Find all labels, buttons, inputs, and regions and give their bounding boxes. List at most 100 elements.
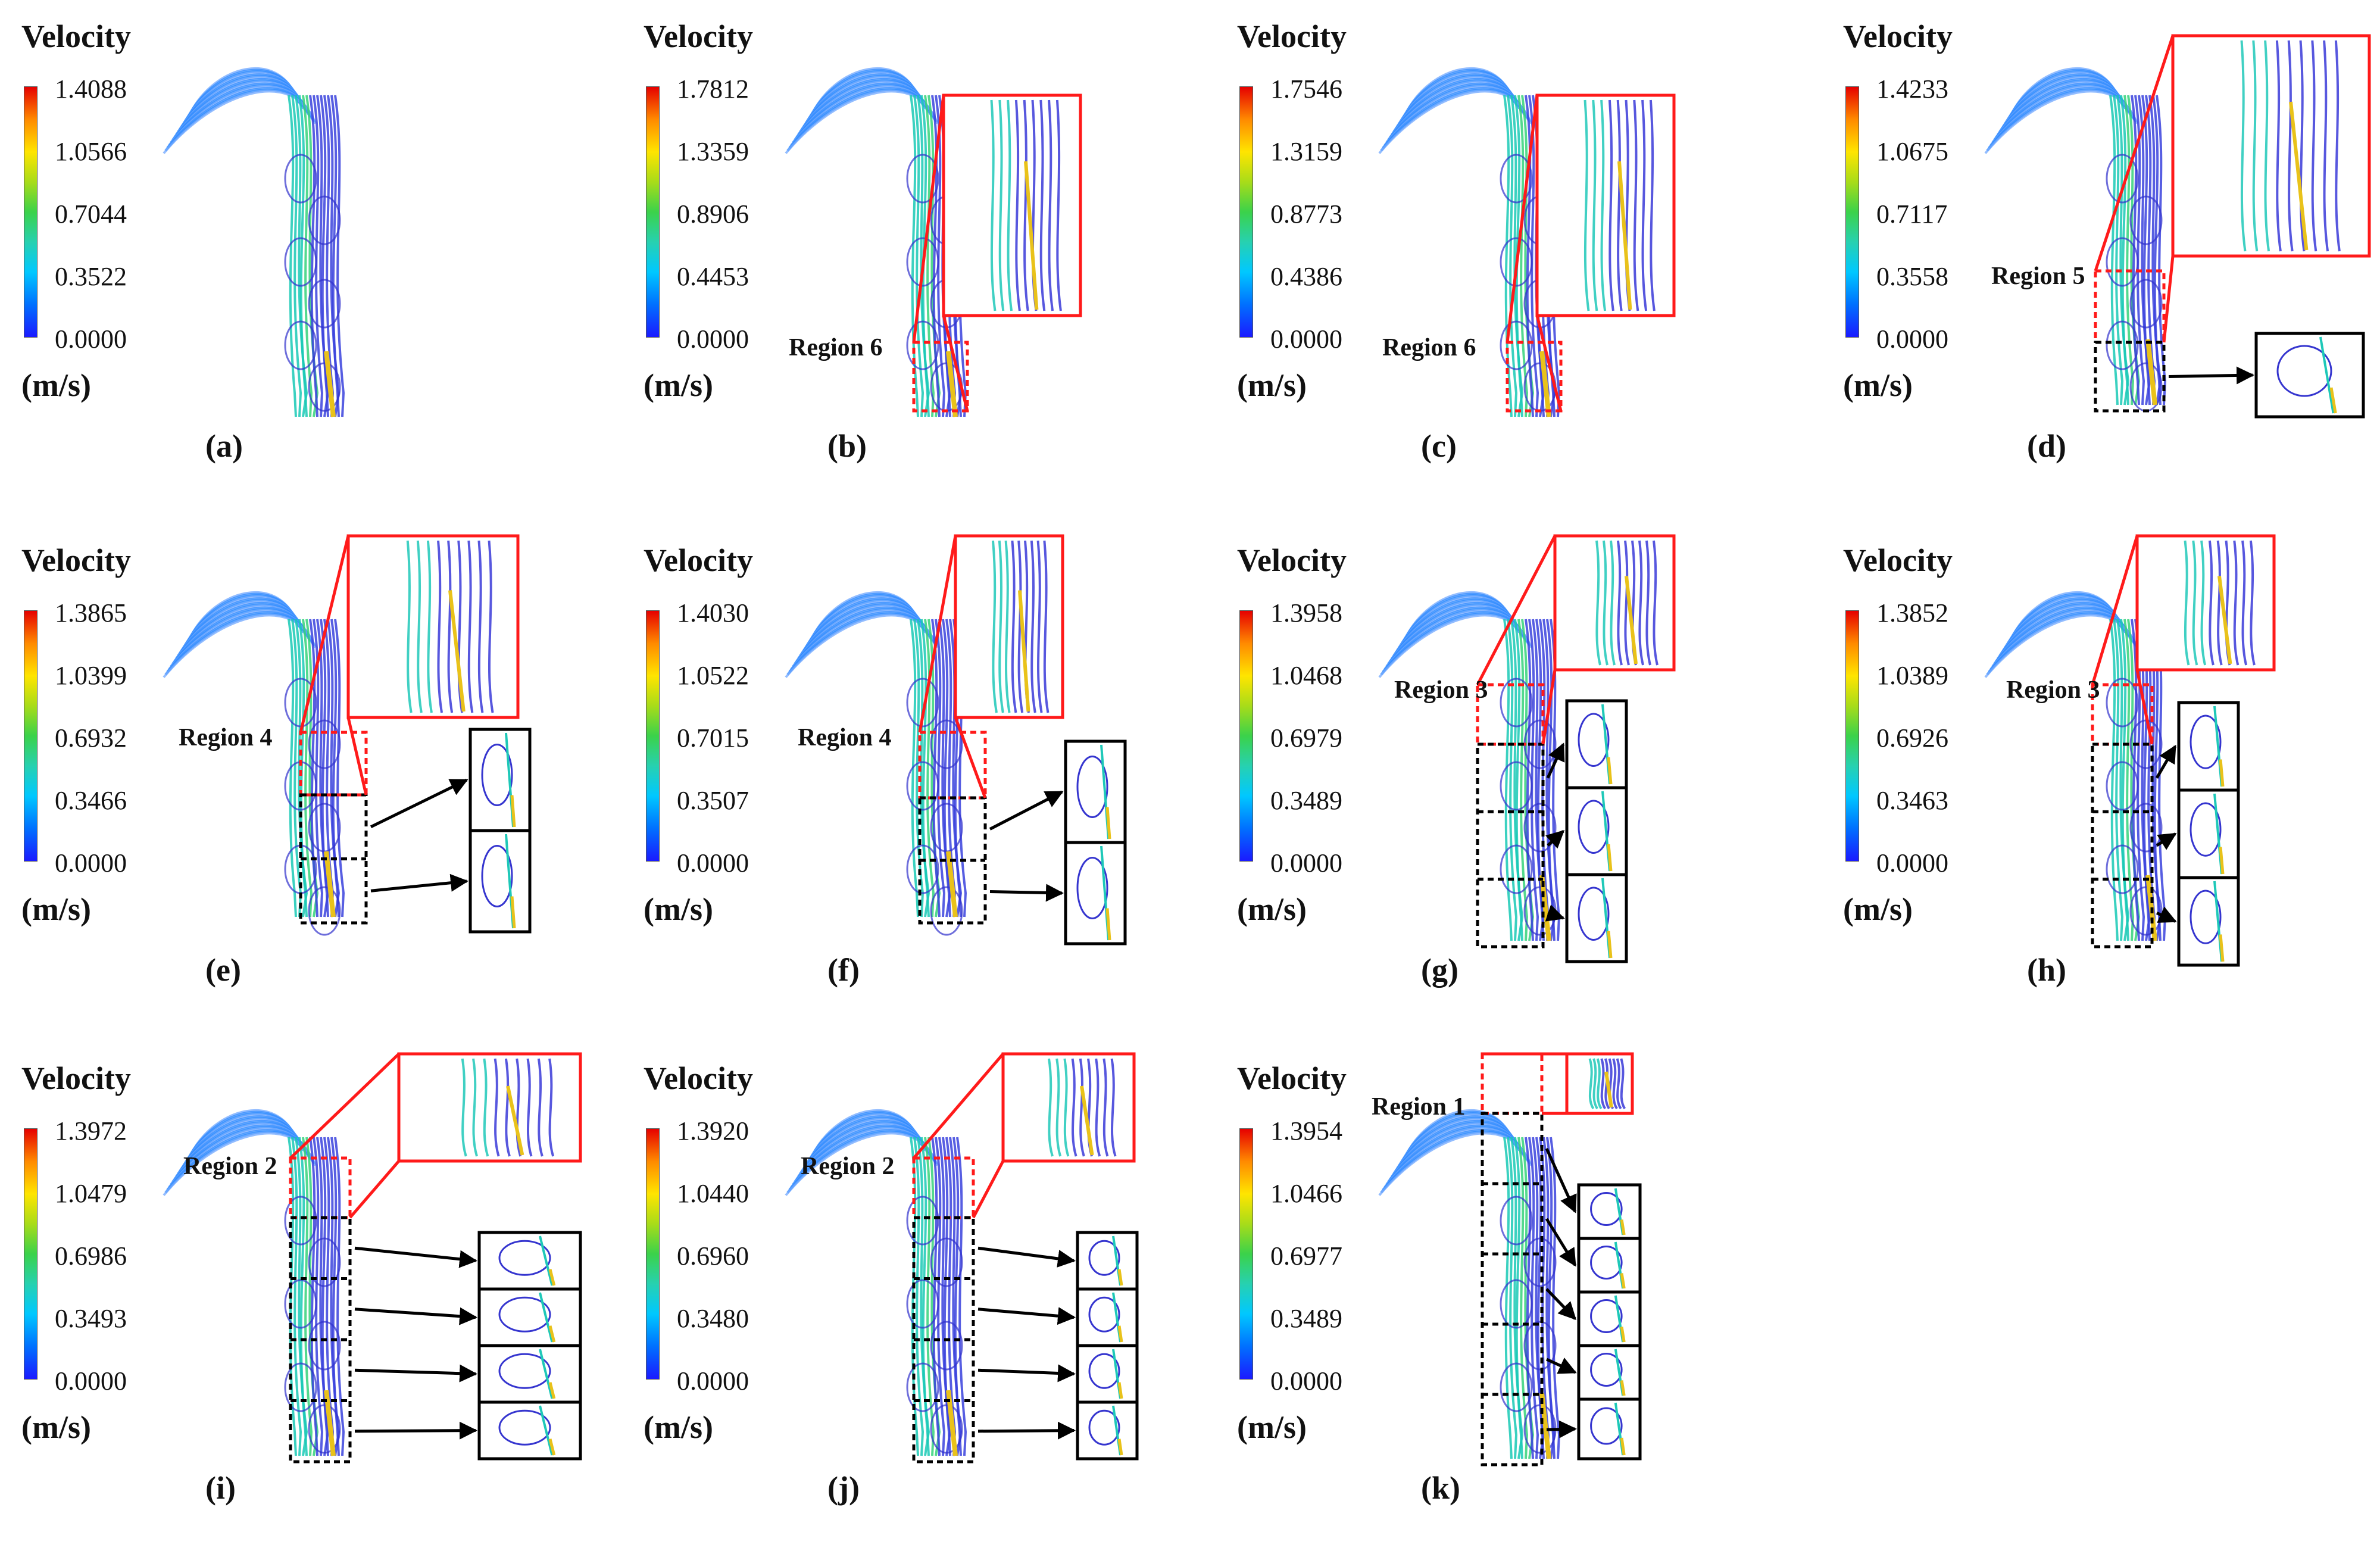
- colorbar-title: Velocity: [1237, 1060, 1347, 1096]
- arrow: [977, 1364, 1076, 1383]
- detail-streamlines: [2190, 881, 2225, 962]
- colorbar-tick-label: 0.0000: [55, 324, 127, 354]
- detail-streamlines: [1088, 1349, 1123, 1399]
- colorbar-tick-label: 0.3493: [55, 1304, 127, 1333]
- panel-label: (h): [2027, 952, 2066, 988]
- colorbar-tick-label: 0.3558: [1876, 262, 1948, 291]
- panel-j: Velocity 1.3920 1.0440 0.6960 0.3480 0.0000 (m…: [622, 1042, 1217, 1554]
- panel-b: Velocity 1.7812 1.3359 0.8906 0.4453 0.0000 (m…: [622, 0, 1217, 512]
- streamline-plot: [785, 1052, 1139, 1463]
- colorbar-tick-label: 0.6977: [1270, 1241, 1342, 1271]
- detail-streamlines: [1088, 1235, 1123, 1286]
- zoom-streamlines: [406, 540, 494, 713]
- colorbar-tick-label: 0.4386: [1270, 262, 1342, 291]
- arrow: [1546, 742, 1565, 779]
- unit-label: (m/s): [21, 1409, 91, 1445]
- colorbar-tick-label: 1.4030: [677, 598, 749, 628]
- colorbar-tick-label: 0.6960: [677, 1241, 749, 1271]
- arrow: [1545, 829, 1565, 849]
- detail-streamlines: [2276, 336, 2337, 414]
- region-label: Region 1: [1372, 1093, 1466, 1121]
- arrow: [989, 790, 1064, 831]
- colorbar-tick-label: 0.6932: [55, 723, 127, 753]
- detail-box: [1064, 739, 1127, 844]
- streamline-plot: [1378, 1052, 1642, 1466]
- arrow: [2156, 832, 2177, 850]
- vessel-streamlines: [785, 1109, 967, 1456]
- colorbar-tick-label: 0.3480: [677, 1304, 749, 1333]
- colorbar-tick-label: 0.0000: [1270, 1366, 1342, 1396]
- vessel-streamlines: [1378, 67, 1561, 417]
- detail-streamlines: [498, 1405, 556, 1456]
- colorbar-tick-label: 1.4088: [55, 74, 127, 104]
- colorbar-tick-label: 1.0468: [1270, 661, 1342, 690]
- arrow: [370, 778, 468, 828]
- colorbar-tick-label: 0.4453: [677, 262, 749, 291]
- panel-label: (i): [205, 1470, 236, 1506]
- detail-box: [2177, 701, 2240, 792]
- colorbar-tick-label: 0.3507: [677, 786, 749, 815]
- detail-streamlines: [498, 1349, 556, 1399]
- colorbar-tick-label: 1.0675: [1876, 137, 1948, 166]
- colorbar-tick-label: 0.3463: [1876, 786, 1948, 815]
- colorbar-tick-label: 1.0479: [55, 1179, 127, 1208]
- colorbar-tick-label: 0.0000: [677, 848, 749, 878]
- colorbar-tick-label: 1.3972: [55, 1116, 127, 1146]
- colorbar-tick-label: 1.3954: [1270, 1116, 1342, 1146]
- region-box: [2091, 683, 2154, 746]
- detail-streamlines: [1088, 1292, 1123, 1343]
- detail-box-dotted: [1481, 1112, 1544, 1466]
- detail-streamlines: [1590, 1188, 1626, 1235]
- colorbar-title: Velocity: [1237, 542, 1347, 578]
- streamline-plot: [163, 1052, 582, 1463]
- colorbar-tick-label: 1.7812: [677, 74, 749, 104]
- colorbar-title: Velocity: [644, 18, 753, 54]
- unit-label: (m/s): [644, 367, 713, 403]
- region-label: Region 4: [179, 724, 273, 751]
- colorbar: [24, 610, 38, 862]
- region-label: Region 2: [183, 1153, 277, 1180]
- region-box: [912, 1156, 975, 1219]
- arrow: [2155, 744, 2177, 779]
- zoom-box: [2171, 34, 2371, 258]
- zoom-streamlines: [1588, 1058, 1626, 1110]
- colorbar-tick-label: 1.3359: [677, 137, 749, 166]
- detail-streamlines: [1578, 704, 1613, 785]
- detail-box-dotted: [2094, 341, 2166, 413]
- colorbar-tick-label: 0.8906: [677, 199, 749, 229]
- panel-label: (b): [827, 428, 867, 464]
- detail-box-dotted: [1476, 742, 1545, 948]
- colorbar-tick-label: 0.8773: [1270, 199, 1342, 229]
- panel-f: Velocity 1.4030 1.0522 0.7015 0.3507 0.0000 (m…: [622, 524, 1217, 1036]
- colorbar-tick-label: 1.3852: [1876, 598, 1948, 628]
- arrow: [354, 1364, 477, 1383]
- arrow: [1545, 1288, 1577, 1321]
- panel-c: Velocity 1.7546 1.3159 0.8773 0.4386 0.0000 (m…: [1216, 0, 1811, 512]
- region-box: [299, 731, 368, 797]
- zoom-box: [2135, 534, 2276, 672]
- region-label: Region 6: [789, 334, 883, 361]
- detail-streamlines: [498, 1235, 556, 1286]
- panel-label: (a): [205, 428, 243, 464]
- colorbar-title: Velocity: [1843, 542, 1953, 578]
- streamline-plot: [785, 534, 1127, 945]
- colorbar-tick-label: 0.0000: [1270, 848, 1342, 878]
- region-box: [1481, 1052, 1544, 1115]
- colorbar-tick-label: 1.0440: [677, 1179, 749, 1208]
- colorbar-title: Velocity: [21, 542, 131, 578]
- zoom-streamlines: [2240, 40, 2341, 252]
- colorbar-tick-label: 1.0466: [1270, 1179, 1342, 1208]
- vessel-streamlines: [785, 591, 967, 936]
- zoom-streamlines: [1595, 540, 1658, 666]
- colorbar-title: Velocity: [21, 1060, 131, 1096]
- unit-label: (m/s): [644, 1409, 713, 1445]
- panel-d: Velocity 1.4233 1.0675 0.7117 0.3558 0.0000 (m…: [1822, 0, 2380, 512]
- colorbar-tick-label: 0.6986: [55, 1241, 127, 1271]
- arrow: [354, 1307, 477, 1325]
- vessel-streamlines: [785, 67, 967, 417]
- colorbar: [24, 86, 38, 338]
- region-label: Region 3: [1394, 676, 1488, 704]
- colorbar-tick-label: 1.3159: [1270, 137, 1342, 166]
- colorbar: [646, 610, 660, 862]
- detail-streamlines: [498, 1292, 556, 1343]
